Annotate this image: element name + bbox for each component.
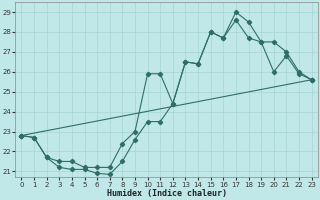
X-axis label: Humidex (Indice chaleur): Humidex (Indice chaleur) — [107, 189, 227, 198]
